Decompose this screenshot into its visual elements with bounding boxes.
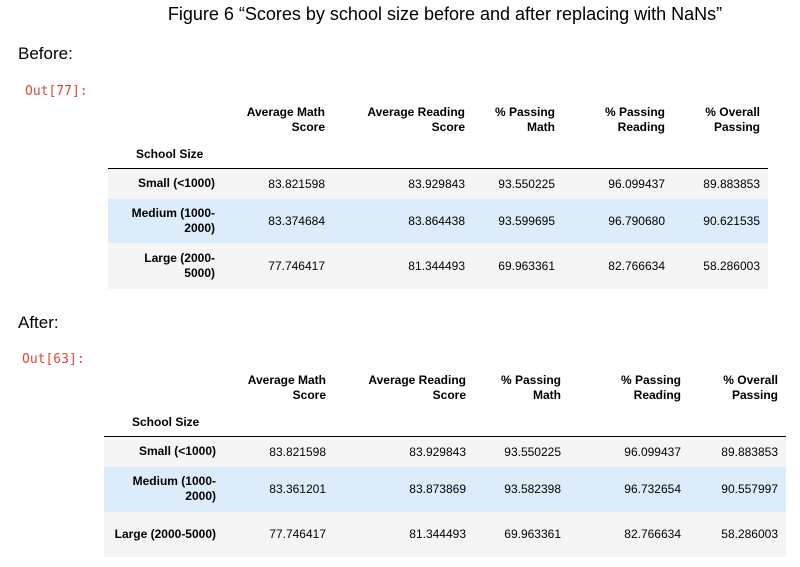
cell: 81.344493 [408,258,465,273]
cell: 90.621535 [703,213,760,228]
cell: 58.286003 [703,258,760,273]
cell: 82.766634 [608,258,665,273]
col-header-avg-reading: Average Reading Score [368,373,466,402]
cell: 93.550225 [498,176,555,191]
row-index: Large (2000-5000) [114,526,216,541]
cell: 83.929843 [409,444,466,459]
row-index: Small (<1000) [138,444,216,459]
cell: 81.344493 [409,527,466,541]
cell: 83.821598 [268,176,325,191]
cell: 93.599695 [498,213,555,228]
table-row: Medium (1000-2000) 83.374684 83.864438 9… [108,198,768,243]
before-dataframe: Average Math Score Average Reading Score… [108,100,768,289]
cell: 83.361201 [269,482,326,496]
cell: 83.873869 [409,482,466,496]
cell: 69.963361 [498,258,555,273]
index-name: School Size [136,146,204,161]
cell: 69.963361 [504,527,561,541]
cell: 89.883853 [703,176,760,191]
col-header-pass-reading: % Passing Reading [604,105,665,134]
index-name: School Size [132,414,200,429]
col-header-avg-math: Average Math Score [246,105,325,134]
cell: 58.286003 [721,527,778,541]
cell: 89.883853 [721,444,778,459]
cell: 96.099437 [624,444,681,459]
row-index: Medium (1000-2000) [131,205,215,235]
after-label: After: [18,313,59,332]
after-dataframe: Average Math Score Average Reading Score… [104,368,786,557]
after-out-prompt: Out[63]: [22,352,85,367]
cell: 83.821598 [269,444,326,459]
col-header-overall: % Overall Passing [705,105,760,134]
cell: 77.746417 [268,258,325,273]
cell: 96.099437 [608,176,665,191]
figure-title: Figure 6 “Scores by school size before a… [167,4,723,24]
col-header-pass-math: % Passing Math [500,373,561,402]
table-row: Large (2000-5000) 77.746417 81.344493 69… [108,242,768,289]
cell: 82.766634 [624,527,681,541]
col-header-overall: % Overall Passing [723,373,778,402]
cell: 96.790680 [608,213,665,228]
row-index: Large (2000-5000) [144,250,215,280]
cell: 90.557997 [721,482,778,496]
cell: 96.732654 [624,482,681,496]
col-header-avg-math: Average Math Score [247,373,326,402]
row-index: Small (<1000) [137,176,215,191]
cell: 93.582398 [504,482,561,496]
table-row: Small (<1000) 83.821598 83.929843 93.550… [108,168,768,199]
table-row: Medium (1000-2000) 83.361201 83.873869 9… [104,466,786,512]
cell: 83.864438 [408,213,465,228]
before-out-prompt: Out[77]: [25,84,88,99]
col-header-pass-reading: % Passing Reading [620,373,681,402]
cell: 83.929843 [408,176,465,191]
cell: 77.746417 [269,527,326,541]
cell: 83.374684 [268,213,325,228]
cell: 93.550225 [504,444,561,459]
row-index: Medium (1000-2000) [132,474,216,503]
col-header-pass-math: % Passing Math [494,105,555,134]
corner-cell [108,100,223,140]
table-row: Small (<1000) 83.821598 83.929843 93.550… [104,436,786,467]
before-label: Before: [18,44,73,63]
table-row: Large (2000-5000) 77.746417 81.344493 69… [104,511,786,557]
col-header-avg-reading: Average Reading Score [367,105,465,134]
corner-cell [104,368,224,408]
